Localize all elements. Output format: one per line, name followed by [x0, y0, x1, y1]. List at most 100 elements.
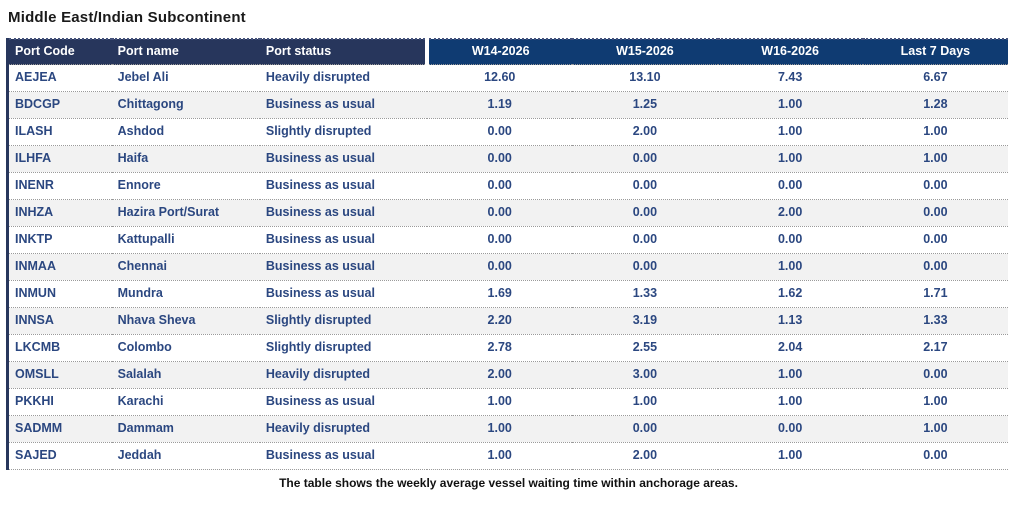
w16-value-cell: 1.00 — [717, 145, 863, 173]
port-name-cell: Chittagong — [111, 91, 260, 119]
port-status-cell: Heavily disrupted — [259, 361, 428, 389]
column-header-port-code: Port Code — [7, 38, 112, 65]
table-body: AEJEA Jebel Ali Heavily disrupted 12.60 … — [7, 64, 1008, 470]
port-name-cell: Nhava Sheva — [111, 307, 260, 335]
port-name-cell: Ashdod — [111, 118, 260, 146]
w16-value-cell: 1.00 — [717, 442, 863, 470]
port-name-cell: Colombo — [111, 334, 260, 362]
port-name-cell: Ennore — [111, 172, 260, 200]
w15-value-cell: 3.19 — [572, 307, 718, 335]
port-status-cell: Business as usual — [259, 253, 428, 281]
w15-value-cell: 0.00 — [572, 415, 718, 443]
port-status-cell: Business as usual — [259, 199, 428, 227]
port-name-cell: Mundra — [111, 280, 260, 308]
column-header-w15: W15-2026 — [572, 38, 718, 65]
table-row: ILHFA Haifa Business as usual 0.00 0.00 … — [7, 145, 1008, 173]
last7days-value-cell: 0.00 — [862, 361, 1008, 389]
w16-value-cell: 0.00 — [717, 415, 863, 443]
port-code-cell: SADMM — [7, 415, 112, 443]
table-row: LKCMB Colombo Slightly disrupted 2.78 2.… — [7, 334, 1008, 362]
port-status-cell: Heavily disrupted — [259, 64, 428, 92]
column-header-w14: W14-2026 — [427, 38, 573, 65]
port-status-cell: Business as usual — [259, 442, 428, 470]
w15-value-cell: 0.00 — [572, 145, 718, 173]
table-row: AEJEA Jebel Ali Heavily disrupted 12.60 … — [7, 64, 1008, 92]
port-code-cell: ILASH — [7, 118, 112, 146]
w14-value-cell: 2.00 — [427, 361, 573, 389]
last7days-value-cell: 1.28 — [862, 91, 1008, 119]
w15-value-cell: 2.00 — [572, 118, 718, 146]
port-status-cell: Business as usual — [259, 388, 428, 416]
w14-value-cell: 12.60 — [427, 64, 573, 92]
port-status-cell: Slightly disrupted — [259, 118, 428, 146]
port-status-cell: Business as usual — [259, 145, 428, 173]
last7days-value-cell: 1.33 — [862, 307, 1008, 335]
table-row: INHZA Hazira Port/Surat Business as usua… — [7, 199, 1008, 227]
w15-value-cell: 0.00 — [572, 253, 718, 281]
w15-value-cell: 1.00 — [572, 388, 718, 416]
port-status-cell: Business as usual — [259, 172, 428, 200]
port-code-cell: INMUN — [7, 280, 112, 308]
w14-value-cell: 0.00 — [427, 172, 573, 200]
port-status-cell: Slightly disrupted — [259, 334, 428, 362]
w16-value-cell: 7.43 — [717, 64, 863, 92]
table-row: PKKHI Karachi Business as usual 1.00 1.0… — [7, 388, 1008, 416]
w14-value-cell: 0.00 — [427, 145, 573, 173]
w15-value-cell: 0.00 — [572, 172, 718, 200]
table-caption: The table shows the weekly average vesse… — [279, 476, 738, 490]
table-row: SAJED Jeddah Business as usual 1.00 2.00… — [7, 442, 1008, 470]
w14-value-cell: 0.00 — [427, 199, 573, 227]
w16-value-cell: 1.00 — [717, 118, 863, 146]
column-header-w16: W16-2026 — [717, 38, 863, 65]
port-status-cell: Business as usual — [259, 226, 428, 254]
port-name-cell: Jeddah — [111, 442, 260, 470]
w14-value-cell: 1.00 — [427, 442, 573, 470]
port-name-cell: Jebel Ali — [111, 64, 260, 92]
port-code-cell: PKKHI — [7, 388, 112, 416]
w15-value-cell: 2.55 — [572, 334, 718, 362]
w14-value-cell: 1.69 — [427, 280, 573, 308]
last7days-value-cell: 1.00 — [862, 118, 1008, 146]
table-header-row: Port Code Port name Port status W14-2026… — [7, 38, 1008, 65]
table-row: INKTP Kattupalli Business as usual 0.00 … — [7, 226, 1008, 254]
last7days-value-cell: 0.00 — [862, 442, 1008, 470]
port-status-cell: Business as usual — [259, 91, 428, 119]
w16-value-cell: 0.00 — [717, 172, 863, 200]
table-row: OMSLL Salalah Heavily disrupted 2.00 3.0… — [7, 361, 1008, 389]
port-code-cell: INMAA — [7, 253, 112, 281]
column-header-port-status: Port status — [259, 38, 430, 65]
page-title: Middle East/Indian Subcontinent — [8, 9, 246, 26]
w15-value-cell: 1.33 — [572, 280, 718, 308]
last7days-value-cell: 1.00 — [862, 415, 1008, 443]
port-code-cell: INENR — [7, 172, 112, 200]
column-header-last7days: Last 7 Days — [862, 38, 1008, 65]
port-code-cell: LKCMB — [7, 334, 112, 362]
table-row: BDCGP Chittagong Business as usual 1.19 … — [7, 91, 1008, 119]
port-name-cell: Hazira Port/Surat — [111, 199, 260, 227]
port-name-cell: Dammam — [111, 415, 260, 443]
port-name-cell: Kattupalli — [111, 226, 260, 254]
w16-value-cell: 1.00 — [717, 388, 863, 416]
port-name-cell: Karachi — [111, 388, 260, 416]
w15-value-cell: 3.00 — [572, 361, 718, 389]
w14-value-cell: 1.00 — [427, 388, 573, 416]
w14-value-cell: 0.00 — [427, 253, 573, 281]
w16-value-cell: 1.62 — [717, 280, 863, 308]
port-code-cell: SAJED — [7, 442, 112, 470]
port-code-cell: INHZA — [7, 199, 112, 227]
port-code-cell: INKTP — [7, 226, 112, 254]
w14-value-cell: 1.19 — [427, 91, 573, 119]
w16-value-cell: 1.00 — [717, 253, 863, 281]
table-row: INNSA Nhava Sheva Slightly disrupted 2.2… — [7, 307, 1008, 335]
table-row: INMAA Chennai Business as usual 0.00 0.0… — [7, 253, 1008, 281]
port-name-cell: Chennai — [111, 253, 260, 281]
column-header-port-name: Port name — [111, 38, 260, 65]
last7days-value-cell: 2.17 — [862, 334, 1008, 362]
w16-value-cell: 1.13 — [717, 307, 863, 335]
table-row: INENR Ennore Business as usual 0.00 0.00… — [7, 172, 1008, 200]
w14-value-cell: 2.78 — [427, 334, 573, 362]
w15-value-cell: 2.00 — [572, 442, 718, 470]
port-code-cell: ILHFA — [7, 145, 112, 173]
table-row: INMUN Mundra Business as usual 1.69 1.33… — [7, 280, 1008, 308]
port-status-cell: Heavily disrupted — [259, 415, 428, 443]
